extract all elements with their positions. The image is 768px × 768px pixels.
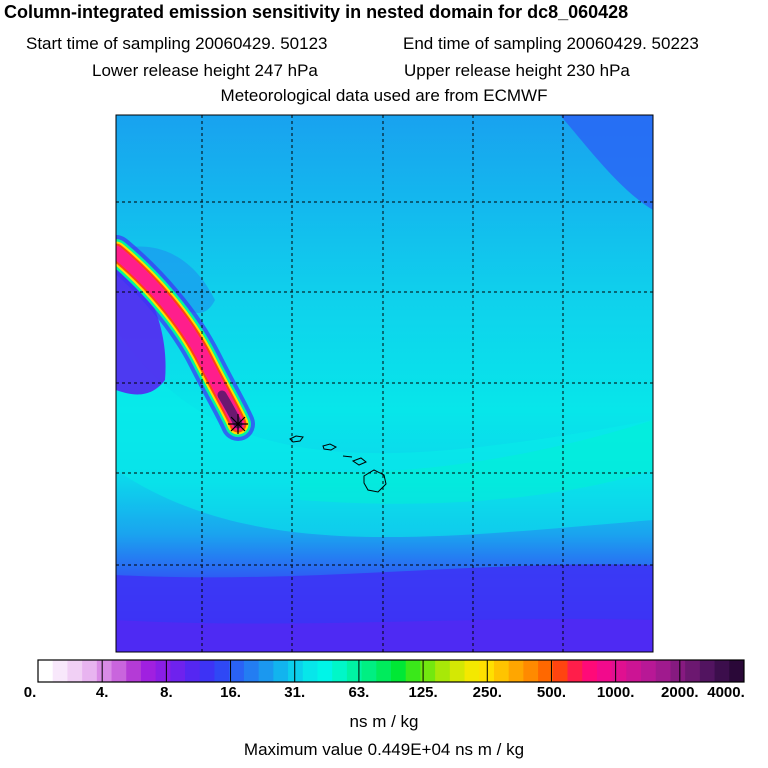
green-band	[300, 420, 653, 504]
colorbar-swatch	[685, 660, 701, 682]
colorbar-swatch	[199, 660, 215, 682]
colorbar-swatch	[332, 660, 348, 682]
colorbar-swatch	[214, 660, 230, 682]
plume-peak	[217, 390, 243, 429]
colorbar-swatch	[611, 660, 627, 682]
upper-release-label: Upper release height 230 hPa	[404, 61, 630, 80]
colorbar-swatch	[376, 660, 392, 682]
colorbar-swatch	[258, 660, 274, 682]
colorbar-swatch	[140, 660, 157, 682]
colorbar-swatch	[126, 660, 142, 682]
colorbar-tick-label: 250.	[472, 684, 502, 701]
hawaiian-islands	[289, 435, 387, 493]
colorbar-swatch	[670, 660, 686, 682]
colorbar-swatch	[302, 660, 318, 682]
colorbar-swatch	[655, 660, 671, 682]
colorbar-swatch	[155, 660, 171, 682]
colorbar-swatch	[82, 660, 98, 682]
start-time-label: Start time of sampling 20060429. 50123	[26, 34, 328, 53]
max-value-label: Maximum value 0.449E+04 ns m / kg	[243, 740, 525, 759]
colorbar-swatch	[508, 660, 524, 682]
colorbar-swatch	[449, 660, 466, 682]
colorbar-swatch	[567, 660, 583, 682]
cyan-band	[116, 330, 653, 538]
colorbar-swatch	[582, 660, 598, 682]
colorbar-tick-label: 500.	[536, 684, 567, 701]
colorbar-swatch	[435, 660, 451, 682]
colorbar-swatch	[52, 660, 68, 682]
colorbar-swatch	[317, 660, 333, 682]
colorbar-swatch	[420, 660, 436, 682]
colorbar-swatch	[391, 660, 407, 682]
map-frame	[115, 114, 654, 653]
colorbar-swatch	[464, 660, 480, 682]
colorbar-swatch	[493, 660, 510, 682]
met-data-label: Meteorological data used are from ECMWF	[220, 86, 548, 105]
colorbar-swatch	[273, 660, 289, 682]
colorbar-swatch	[729, 660, 745, 682]
colorbar-swatch	[111, 660, 127, 682]
figure-title: Column-integrated emission sensitivity i…	[4, 2, 629, 22]
colorbar-tick-label: 4.	[95, 684, 109, 701]
colorbar-swatch	[67, 660, 83, 682]
colorbar-swatch	[288, 660, 304, 682]
colorbar-tick-label: 1000.	[596, 684, 635, 701]
colorbar-units: ns m / kg	[349, 712, 419, 731]
colorbar-tick-label: 0.	[23, 684, 37, 701]
colorbar-swatch	[185, 660, 201, 682]
colorbar-frame	[37, 659, 745, 683]
colorbar-swatch	[96, 660, 113, 682]
lower-release-label: Lower release height 247 hPa	[92, 61, 318, 80]
colorbar-swatch	[243, 660, 260, 682]
colorbar-swatch	[699, 660, 716, 682]
colorbar-tick-label: 2000.	[661, 684, 699, 701]
colorbar-tick-label: 31.	[284, 684, 306, 701]
colorbar	[37, 660, 745, 682]
colorbar-swatch	[229, 660, 245, 682]
colorbar-swatch	[405, 660, 421, 682]
colorbar-tick-label: 125.	[408, 684, 438, 701]
island-kauai	[289, 435, 304, 443]
colorbar-tick-label: 4000.	[707, 684, 745, 701]
colorbar-swatch	[38, 660, 54, 682]
top-right-region	[560, 115, 653, 210]
colorbar-swatch	[714, 660, 730, 682]
island-molokai	[342, 455, 353, 458]
colorbar-swatch	[596, 660, 613, 682]
island-oahu	[322, 443, 338, 451]
colorbar-swatch	[552, 660, 568, 682]
colorbar-swatch	[170, 660, 186, 682]
colorbar-swatch	[626, 660, 642, 682]
colorbar-tick-label: 63.	[348, 684, 370, 701]
colorbar-swatch	[538, 660, 554, 682]
bottom-purple-region	[116, 618, 653, 652]
island-maui	[351, 457, 367, 466]
colorbar-swatch	[346, 660, 363, 682]
colorbar-swatch	[641, 660, 657, 682]
map-field	[116, 115, 653, 652]
release-point-marker	[228, 414, 248, 434]
colorbar-tick-label: 8.	[160, 684, 173, 701]
end-time-label: End time of sampling 20060429. 50223	[403, 34, 699, 53]
left-purple-region	[116, 260, 166, 395]
colorbar-tick-label: 16.	[220, 684, 241, 701]
colorbar-swatch	[523, 660, 539, 682]
island-hawaii	[363, 469, 387, 493]
colorbar-swatch	[361, 660, 377, 682]
